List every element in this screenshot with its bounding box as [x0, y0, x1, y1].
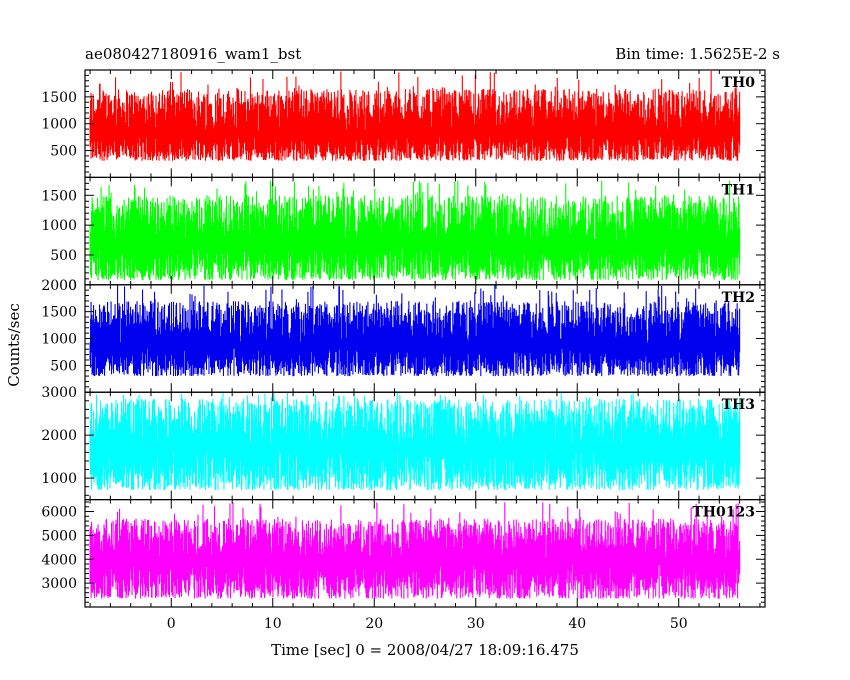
series-trace-TH0 [89, 70, 741, 161]
y-tick-label-TH1: 1000 [41, 218, 77, 234]
y-tick-label-TH1: 1500 [41, 188, 77, 204]
y-tick-label-TH0123: 3000 [41, 576, 77, 592]
y-tick-label-TH0123: 5000 [41, 528, 77, 544]
y-tick-label-TH0123: 4000 [41, 552, 77, 568]
panel-label-TH0123: TH0123 [692, 505, 755, 521]
x-tick-label: 10 [264, 616, 282, 632]
series-trace-TH2 [89, 284, 741, 377]
y-tick-label-TH0: 500 [50, 144, 77, 160]
y-tick-label-TH0123: 6000 [41, 505, 77, 521]
panel-label-TH3: TH3 [722, 397, 755, 413]
series-trace-TH3 [89, 392, 741, 491]
panel-label-TH2: TH2 [722, 290, 755, 306]
y-tick-label-TH3: 2000 [41, 428, 77, 444]
x-tick-label: 50 [670, 616, 688, 632]
x-tick-label: 20 [365, 616, 383, 632]
chart-title-right: Bin time: 1.5625E-2 s [615, 45, 780, 63]
series-trace-TH1 [89, 180, 741, 280]
y-tick-label-TH2: 1500 [41, 305, 77, 321]
panel-label-TH1: TH1 [722, 182, 755, 198]
x-tick-label: 40 [568, 616, 586, 632]
y-tick-label-TH1: 500 [50, 248, 77, 264]
x-axis-label: Time [sec] 0 = 2008/04/27 18:09:16.475 [271, 641, 579, 659]
y-tick-label-TH2: 500 [50, 358, 77, 374]
y-tick-label-TH1: 0 [68, 278, 77, 294]
panel-frame-TH0123 [84, 499, 766, 608]
x-tick-label: 0 [167, 616, 176, 632]
y-tick-label-TH2: 2000 [41, 278, 77, 294]
y-tick-label-TH2: 1000 [41, 332, 77, 348]
y-tick-label-TH3: 3000 [41, 385, 77, 401]
series-trace-TH0123 [89, 502, 741, 599]
y-tick-label-TH0: 1000 [41, 117, 77, 133]
y-tick-label-TH3: 1000 [41, 471, 77, 487]
panel-label-TH0: TH0 [722, 75, 756, 91]
y-axis-label: Counts/sec [5, 303, 23, 387]
x-tick-label: 30 [467, 616, 485, 632]
y-tick-label-TH0: 1500 [41, 90, 77, 106]
chart-title-left: ae080427180916_wam1_bst [85, 45, 301, 63]
